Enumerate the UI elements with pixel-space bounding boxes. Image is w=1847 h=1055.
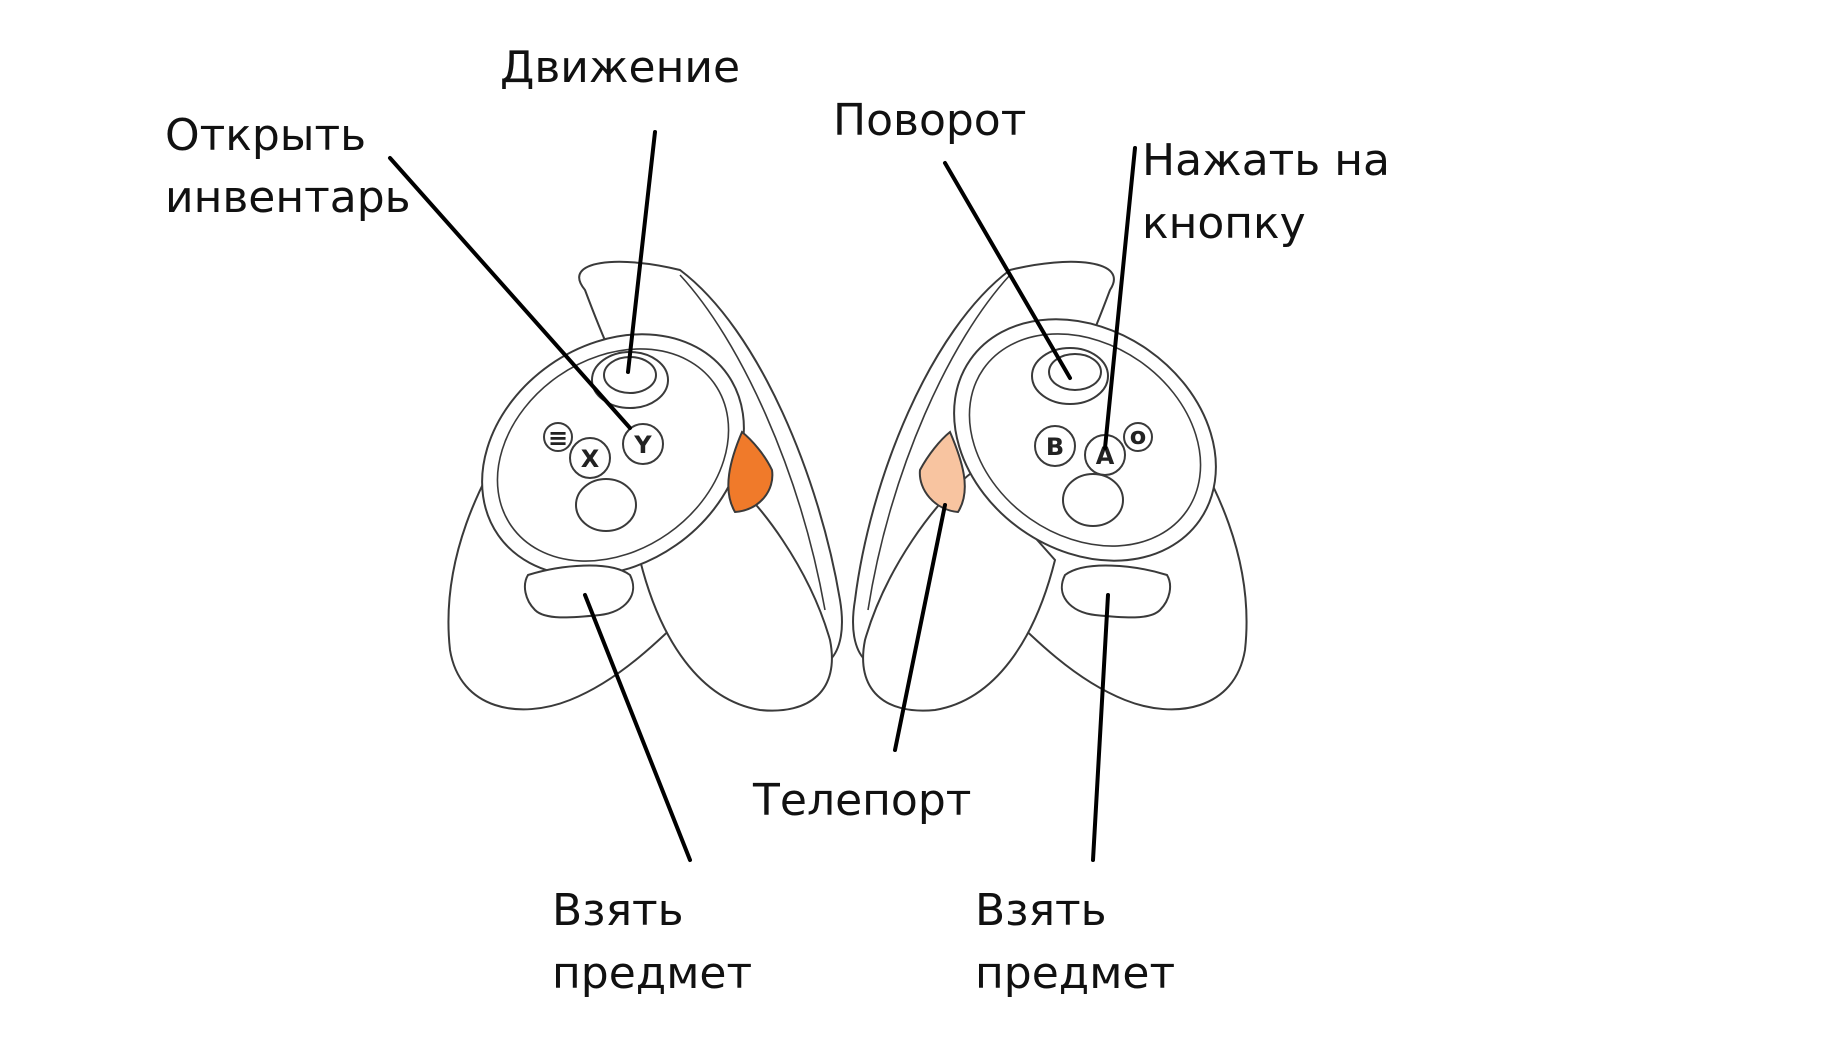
- label-grab-left-line1: Взять: [552, 885, 684, 936]
- svg-text:A: A: [1096, 442, 1115, 470]
- right-b-button[interactable]: B: [1034, 425, 1076, 467]
- labels: Движение Открыть инвентарь Поворот Нажат…: [165, 42, 1390, 999]
- left-trigger[interactable]: [727, 430, 774, 514]
- right-a-button[interactable]: A: [1084, 434, 1126, 476]
- label-grab-right-line1: Взять: [975, 885, 1107, 936]
- left-y-button[interactable]: Y: [622, 423, 664, 465]
- left-controller: ≡ X Y: [447, 260, 843, 712]
- label-rotation: Поворот: [833, 95, 1026, 146]
- right-thumb-rest: [1062, 473, 1124, 527]
- right-face-plate: [953, 318, 1217, 562]
- pointer-lines: [388, 130, 1137, 862]
- left-grip-button[interactable]: [523, 564, 635, 619]
- label-teleport: Телепорт: [752, 775, 971, 826]
- svg-text:X: X: [581, 445, 600, 473]
- pointer-open-inventory: [388, 156, 632, 430]
- right-trigger[interactable]: [918, 430, 966, 514]
- svg-text:Y: Y: [633, 431, 652, 459]
- right-grip-lower: [862, 468, 1057, 712]
- right-grip-button[interactable]: [1060, 564, 1172, 619]
- oculus-icon: o: [1130, 422, 1147, 450]
- label-grab-right-line2: предмет: [975, 948, 1175, 999]
- pointer-press-button: [1103, 146, 1137, 450]
- right-controller: B A o: [852, 260, 1248, 712]
- right-oculus-button[interactable]: o: [1123, 422, 1153, 452]
- pointer-grab-right: [1091, 593, 1110, 862]
- svg-text:B: B: [1046, 433, 1064, 461]
- label-movement: Движение: [500, 42, 740, 93]
- left-menu-button[interactable]: ≡: [543, 422, 573, 452]
- pointer-teleport: [893, 503, 947, 752]
- label-open-inventory-line2: инвентарь: [165, 172, 411, 223]
- menu-icon: ≡: [548, 424, 568, 452]
- pointer-grab-left: [583, 593, 692, 862]
- label-open-inventory-line1: Открыть: [165, 110, 366, 161]
- pointer-rotation: [943, 161, 1072, 380]
- pointer-movement: [626, 130, 657, 374]
- label-press-button-line1: Нажать на: [1142, 135, 1390, 186]
- label-press-button-line2: кнопку: [1142, 198, 1306, 249]
- left-x-button[interactable]: X: [569, 437, 611, 479]
- left-thumb-rest: [575, 478, 637, 532]
- left-face-plate: [481, 333, 745, 577]
- label-grab-left-line2: предмет: [552, 948, 752, 999]
